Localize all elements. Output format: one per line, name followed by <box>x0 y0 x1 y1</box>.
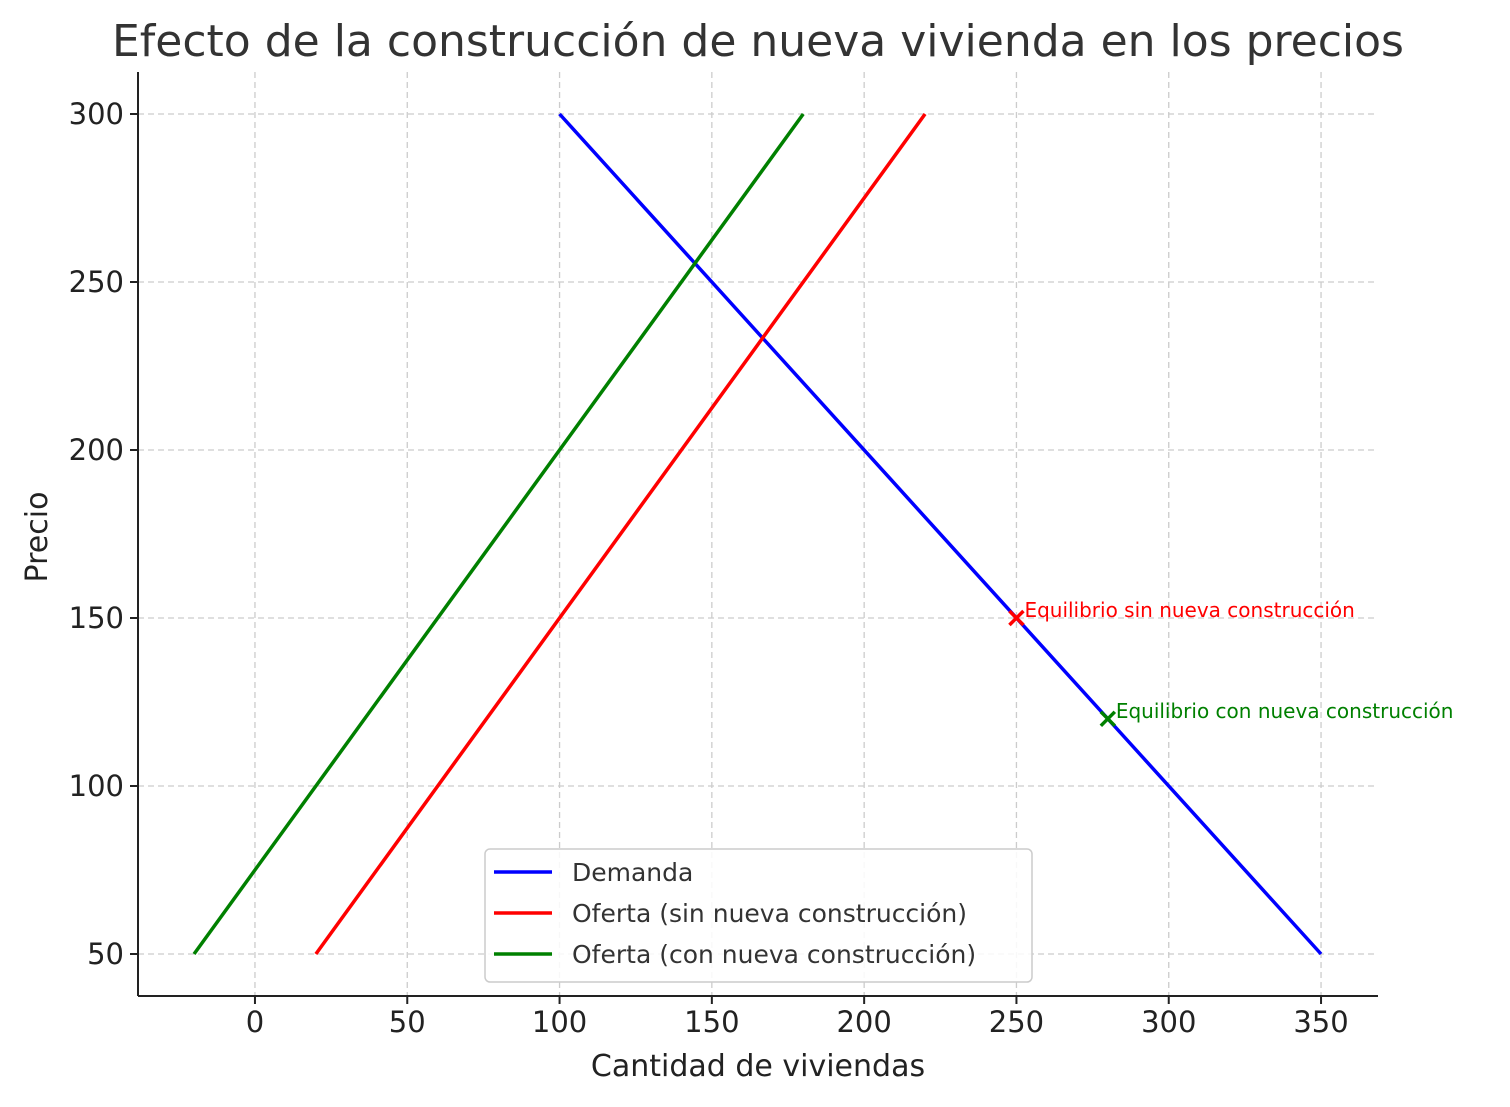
x-tick-label: 150 <box>684 1005 739 1039</box>
ticks: 0 50 100 150 200 250 300 350 50 100 150 200 250 300 <box>69 97 1349 1039</box>
annotation-label: Equilibrio con nueva construcción <box>1116 699 1454 723</box>
legend-box <box>484 848 1033 983</box>
equilibrium-marker <box>1008 609 1025 627</box>
series-line <box>192 112 805 956</box>
grid <box>138 72 1378 996</box>
series-line <box>558 112 1323 956</box>
x-tick-label: 350 <box>1293 1005 1348 1039</box>
annotation-label: Equilibrio sin nueva construcción <box>1024 598 1354 622</box>
chart-title: Efecto de la construcción de nueva vivie… <box>112 16 1404 67</box>
x-tick-label: 300 <box>1141 1005 1196 1039</box>
x-axis-label: Cantidad de viviendas <box>591 1049 925 1084</box>
y-axis-label: Precio <box>20 492 55 583</box>
x-tick-label: 0 <box>246 1005 264 1039</box>
x-tick-label: 250 <box>989 1005 1044 1039</box>
y-tick-label: 100 <box>69 769 124 803</box>
x-tick-label: 50 <box>389 1005 426 1039</box>
x-tick-label: 200 <box>836 1005 891 1039</box>
legend-label: Oferta (con nueva construcción) <box>572 940 976 969</box>
y-tick-label: 50 <box>87 937 124 971</box>
legend-label: Demanda <box>572 858 693 887</box>
legend-label: Oferta (sin nueva construcción) <box>572 899 967 928</box>
y-tick-label: 250 <box>69 265 124 299</box>
series-lines <box>192 112 1323 956</box>
y-tick-label: 200 <box>69 433 124 467</box>
series-line <box>314 112 927 956</box>
x-tick-label: 100 <box>532 1005 587 1039</box>
y-tick-label: 300 <box>69 97 124 131</box>
annotations: Equilibrio sin nueva construcción Equilib… <box>1008 598 1454 728</box>
legend: Demanda Oferta (sin nueva construcción) Of… <box>484 848 1033 983</box>
y-tick-label: 150 <box>69 601 124 635</box>
equilibrium-marker <box>1099 710 1117 728</box>
